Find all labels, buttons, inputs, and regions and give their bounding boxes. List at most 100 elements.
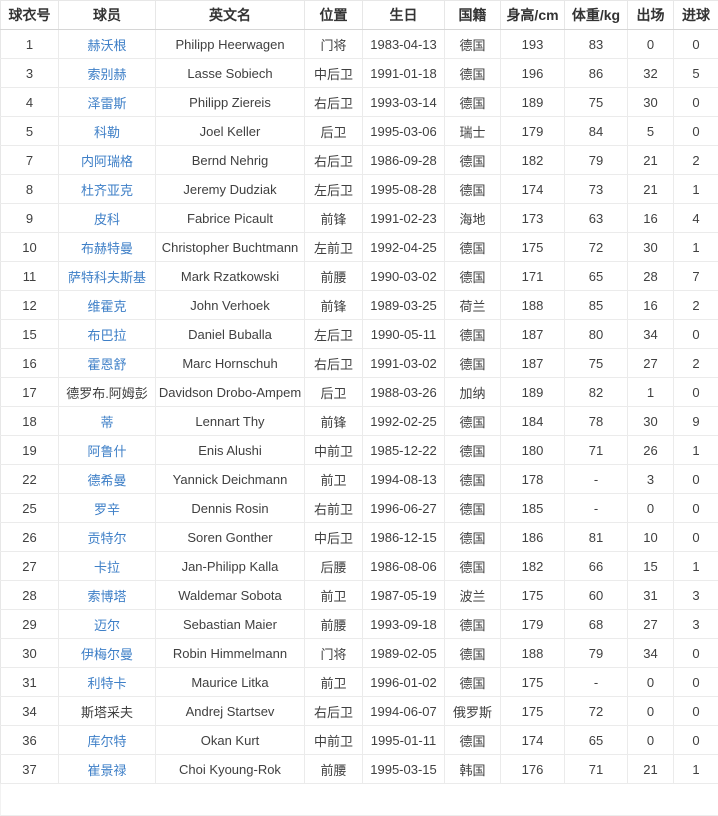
- cell-nation: 德国: [445, 59, 501, 88]
- player-name-link[interactable]: 索博塔: [87, 589, 126, 604]
- cell-number: 37: [1, 755, 59, 784]
- cell-height: 175: [501, 581, 565, 610]
- player-name-link[interactable]: 崔景禄: [87, 763, 126, 778]
- cell-goals: 0: [674, 639, 718, 668]
- cell-height: 186: [501, 523, 565, 552]
- player-name-link[interactable]: 泽雷斯: [87, 96, 126, 111]
- cell-goals: 0: [674, 465, 718, 494]
- player-name-link[interactable]: 罗辛: [94, 502, 120, 517]
- cell-goals: 4: [674, 204, 718, 233]
- cell-weight: 60: [565, 581, 628, 610]
- cell-birthday: 1989-02-05: [363, 639, 445, 668]
- player-name-link[interactable]: 布赫特曼: [81, 241, 133, 256]
- player-name-link[interactable]: 库尔特: [87, 734, 126, 749]
- player-name-link[interactable]: 萨特科夫斯基: [68, 270, 146, 285]
- cell-weight: -: [565, 494, 628, 523]
- player-name-link[interactable]: 德希曼: [87, 473, 126, 488]
- cell-en_name: Soren Gonther: [156, 523, 305, 552]
- cell-position: 左后卫: [305, 175, 363, 204]
- player-name-link[interactable]: 利特卡: [87, 676, 126, 691]
- cell-weight: -: [565, 668, 628, 697]
- player-name-link[interactable]: 杜齐亚克: [81, 183, 133, 198]
- cell-height: 193: [501, 30, 565, 59]
- cell-position: 前卫: [305, 668, 363, 697]
- player-name-link[interactable]: 布巴拉: [87, 328, 126, 343]
- cell-number: 3: [1, 59, 59, 88]
- cell-en_name: Daniel Buballa: [156, 320, 305, 349]
- cell-goals: 1: [674, 233, 718, 262]
- cell-goals: 2: [674, 349, 718, 378]
- cell-nation: 德国: [445, 175, 501, 204]
- cell-weight: 75: [565, 349, 628, 378]
- cell-en_name: Okan Kurt: [156, 726, 305, 755]
- cell-nation: 德国: [445, 726, 501, 755]
- cell-apps: 34: [628, 639, 674, 668]
- cell-height: 171: [501, 262, 565, 291]
- cell-position: 右后卫: [305, 88, 363, 117]
- cell-position: 前腰: [305, 262, 363, 291]
- cell-en_name: Maurice Litka: [156, 668, 305, 697]
- cell-goals: 2: [674, 146, 718, 175]
- cell-name: 索博塔: [59, 581, 156, 610]
- cell-height: 182: [501, 146, 565, 175]
- cell-position: 后腰: [305, 552, 363, 581]
- player-name-link[interactable]: 内阿瑞格: [81, 154, 133, 169]
- cell-nation: 德国: [445, 610, 501, 639]
- cell-weight: 66: [565, 552, 628, 581]
- cell-apps: 32: [628, 59, 674, 88]
- cell-nation: 德国: [445, 233, 501, 262]
- cell-goals: 0: [674, 320, 718, 349]
- cell-height: 179: [501, 610, 565, 639]
- cell-apps: 0: [628, 30, 674, 59]
- cell-position: 左前卫: [305, 233, 363, 262]
- cell-apps: 0: [628, 494, 674, 523]
- cell-number: 15: [1, 320, 59, 349]
- player-name-link[interactable]: 阿鲁什: [87, 444, 126, 459]
- cell-nation: 德国: [445, 30, 501, 59]
- cell-apps: 30: [628, 88, 674, 117]
- column-header-birthday: 生日: [363, 1, 445, 30]
- cell-apps: 10: [628, 523, 674, 552]
- cell-height: 196: [501, 59, 565, 88]
- cell-en_name: Sebastian Maier: [156, 610, 305, 639]
- cell-number: 29: [1, 610, 59, 639]
- player-name-link[interactable]: 伊梅尔曼: [81, 647, 133, 662]
- cell-goals: 3: [674, 610, 718, 639]
- player-name-link[interactable]: 霍恩舒: [87, 357, 126, 372]
- cell-weight: 63: [565, 204, 628, 233]
- cell-name: 罗辛: [59, 494, 156, 523]
- cell-name: 蒂: [59, 407, 156, 436]
- player-name-link[interactable]: 皮科: [94, 212, 120, 227]
- cell-number: 31: [1, 668, 59, 697]
- player-name-link[interactable]: 贡特尔: [87, 531, 126, 546]
- cell-weight: 75: [565, 88, 628, 117]
- cell-birthday: 1983-04-13: [363, 30, 445, 59]
- cell-goals: 0: [674, 88, 718, 117]
- player-name-link[interactable]: 迈尔: [94, 618, 120, 633]
- player-name-link[interactable]: 卡拉: [94, 560, 120, 575]
- cell-weight: 83: [565, 30, 628, 59]
- cell-weight: 65: [565, 726, 628, 755]
- cell-apps: 0: [628, 697, 674, 726]
- cell-en_name: Christopher Buchtmann: [156, 233, 305, 262]
- cell-name: 德希曼: [59, 465, 156, 494]
- cell-apps: 0: [628, 726, 674, 755]
- player-name-link[interactable]: 科勒: [94, 125, 120, 140]
- cell-nation: 俄罗斯: [445, 697, 501, 726]
- cell-number: 7: [1, 146, 59, 175]
- cell-position: 右后卫: [305, 697, 363, 726]
- cell-apps: 16: [628, 291, 674, 320]
- cell-weight: 68: [565, 610, 628, 639]
- player-name-link[interactable]: 索别赫: [87, 67, 126, 82]
- player-name-link[interactable]: 维霍克: [87, 299, 126, 314]
- cell-name: 内阿瑞格: [59, 146, 156, 175]
- cell-weight: 79: [565, 146, 628, 175]
- player-name-link[interactable]: 蒂: [100, 415, 113, 430]
- player-name-link[interactable]: 赫沃根: [87, 38, 126, 53]
- cell-number: 17: [1, 378, 59, 407]
